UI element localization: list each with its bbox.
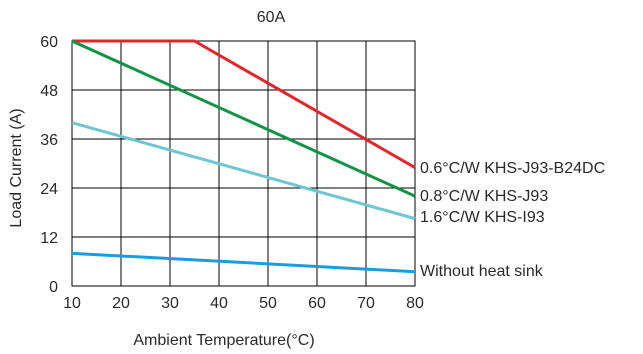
x-tick-label: 30: [161, 295, 179, 312]
y-tick-label: 24: [40, 181, 58, 198]
x-tick-label: 10: [63, 295, 81, 312]
series-label: Without heat sink: [420, 263, 544, 280]
grid: [72, 41, 415, 286]
series-line: [71, 251, 416, 274]
x-tick-label: 50: [259, 295, 277, 312]
y-tick-label: 48: [40, 83, 58, 100]
x-tick-label: 20: [112, 295, 130, 312]
chart-title: 60A: [257, 9, 286, 26]
x-tick-label: 70: [357, 295, 375, 312]
series-label: 1.6°C/W KHS-I93: [420, 209, 545, 226]
plot-frame: [71, 40, 416, 287]
series-labels: 0.6°C/W KHS-J93-B24DC 0.8°C/W KHS-J93 1.6°…: [420, 160, 605, 280]
y-tick-label: 60: [40, 34, 58, 51]
series-group: [71, 39, 416, 274]
series-line: [71, 121, 416, 221]
x-axis-label: Ambient Temperature(°C): [133, 332, 314, 349]
y-tick-label: 12: [40, 230, 58, 247]
x-tick-label: 60: [308, 295, 326, 312]
series-line: [71, 39, 416, 198]
y-tick-labels: 0 12 24 36 48 60: [40, 34, 58, 296]
x-tick-label: 80: [406, 295, 424, 312]
x-tick-label: 40: [210, 295, 228, 312]
y-tick-label: 36: [40, 132, 58, 149]
series-label: 0.8°C/W KHS-J93: [420, 188, 548, 205]
x-tick-labels: 10 20 30 40 50 60 70 80: [63, 295, 424, 312]
series-line: [72, 39, 416, 169]
y-axis-label: Load Current (A): [8, 108, 25, 227]
y-tick-label: 0: [49, 279, 58, 296]
series-label: 0.6°C/W KHS-J93-B24DC: [420, 160, 605, 177]
